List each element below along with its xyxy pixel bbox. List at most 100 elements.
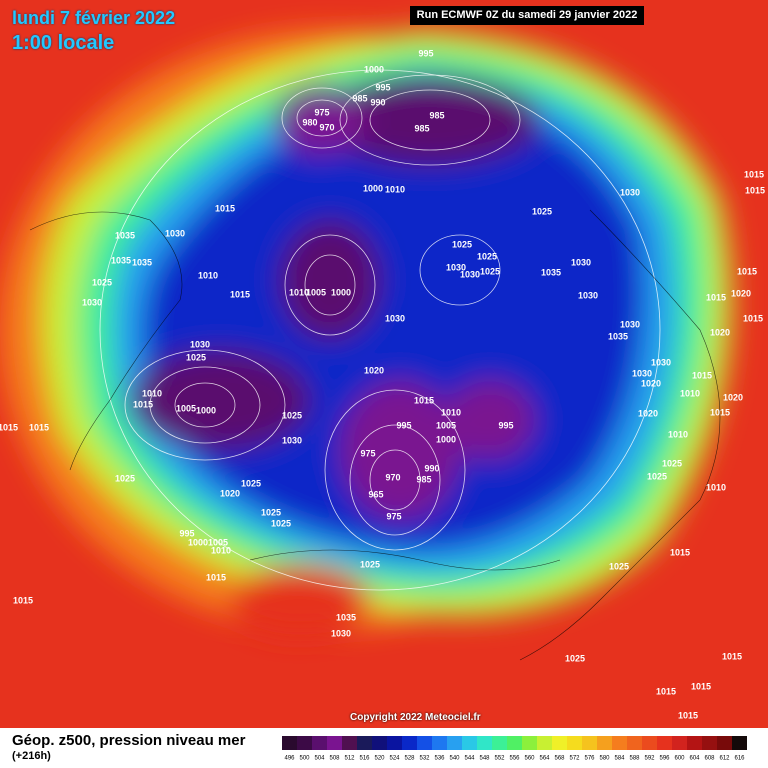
pressure-label: 1035 — [336, 612, 356, 622]
pressure-label: 1020 — [638, 408, 658, 418]
pressure-label: 1015 — [0, 422, 18, 432]
colorbar-label: 568 — [554, 756, 565, 762]
pressure-label: 995 — [418, 48, 433, 58]
colorbar-swatch — [642, 736, 657, 750]
pressure-label: 1015 — [656, 686, 676, 696]
colorbar-swatch — [567, 736, 582, 750]
pressure-label: 1010 — [706, 482, 726, 492]
colorbar-swatch — [582, 736, 597, 750]
pressure-label: 1015 — [13, 595, 33, 605]
pressure-label: 990 — [424, 463, 439, 473]
pressure-label: 1020 — [723, 392, 743, 402]
pressure-label: 1020 — [364, 365, 384, 375]
lead-time: (+216h) — [12, 750, 51, 762]
colorbar-swatch — [492, 736, 507, 750]
pressure-label: 1015 — [743, 313, 763, 323]
colorbar-swatch — [717, 736, 732, 750]
pressure-label: 1030 — [632, 368, 652, 378]
colorbar-label: 612 — [719, 756, 730, 762]
pressure-label: 1030 — [578, 290, 598, 300]
pressure-label: 1015 — [29, 422, 49, 432]
pressure-label: 1000 — [363, 183, 383, 193]
colorbar-label: 528 — [404, 756, 415, 762]
colorbar-swatch — [432, 736, 447, 750]
pressure-label: 970 — [385, 472, 400, 482]
pressure-label: 1025 — [565, 653, 585, 663]
map-title: Géop. z500, pression niveau mer — [12, 732, 246, 749]
pressure-label: 1005 — [208, 537, 228, 547]
colorbar-label: 508 — [329, 756, 340, 762]
pressure-label: 1035 — [115, 230, 135, 240]
pressure-label: 1025 — [92, 277, 112, 287]
colorbar-swatch — [342, 736, 357, 750]
pressure-label: 1015 — [133, 399, 153, 409]
colorbar-swatch — [657, 736, 672, 750]
colorbar-label: 552 — [494, 756, 505, 762]
pressure-label: 1015 — [678, 710, 698, 720]
colorbar-label: 532 — [419, 756, 430, 762]
pressure-label: 985 — [429, 110, 444, 120]
colorbar-label: 548 — [479, 756, 490, 762]
pressure-label: 1030 — [446, 262, 466, 272]
pressure-label: 1025 — [647, 471, 667, 481]
colorbar-label: 608 — [704, 756, 715, 762]
pressure-label: 1005 — [176, 403, 196, 413]
pressure-label: 1035 — [541, 267, 561, 277]
colorbar-swatch — [372, 736, 387, 750]
colorbar-label: 544 — [464, 756, 475, 762]
pressure-label: 1005 — [306, 287, 326, 297]
colorbar-swatch — [282, 736, 297, 750]
pressure-label: 995 — [179, 528, 194, 538]
colorbar-swatch — [462, 736, 477, 750]
pressure-label: 1015 — [230, 289, 250, 299]
pressure-label: 1015 — [691, 681, 711, 691]
pressure-label: 995 — [396, 420, 411, 430]
colorbar-swatch — [507, 736, 522, 750]
colorbar-label: 616 — [734, 756, 745, 762]
pressure-label: 1010 — [680, 388, 700, 398]
pressure-label: 1015 — [670, 547, 690, 557]
pressure-label: 990 — [370, 97, 385, 107]
pressure-label: 995 — [498, 420, 513, 430]
colorbar-label: 556 — [509, 756, 520, 762]
pressure-label: 1025 — [662, 458, 682, 468]
forecast-date: lundi 7 février 2022 — [12, 8, 176, 28]
pressure-label: 1000 — [196, 405, 216, 415]
pressure-label: 1030 — [651, 357, 671, 367]
pressure-label: 1025 — [532, 206, 552, 216]
pressure-label: 1030 — [620, 187, 640, 197]
colorbar-swatch — [597, 736, 612, 750]
pressure-label: 1010 — [211, 545, 231, 555]
pressure-label: 1010 — [289, 287, 309, 297]
pressure-label: 1030 — [620, 319, 640, 329]
pressure-label: 1015 — [414, 395, 434, 405]
pressure-label: 1015 — [692, 370, 712, 380]
pressure-label: 1025 — [241, 478, 261, 488]
pressure-label: 1020 — [641, 378, 661, 388]
colorbar-label: 516 — [359, 756, 370, 762]
pressure-label: 1015 — [722, 651, 742, 661]
colorbar-swatch — [417, 736, 432, 750]
forecast-time: 1:00 locale — [12, 32, 115, 54]
pressure-label: 1015 — [745, 185, 765, 195]
pressure-label: 1010 — [198, 270, 218, 280]
colorbar-label: 572 — [569, 756, 580, 762]
pressure-label: 985 — [414, 123, 429, 133]
pressure-label: 980 — [302, 117, 317, 127]
colorbar-label: 600 — [674, 756, 685, 762]
pressure-label: 1035 — [132, 257, 152, 267]
pressure-label: 1025 — [115, 473, 135, 483]
pressure-label: 1035 — [111, 255, 131, 265]
pressure-label: 1010 — [142, 388, 162, 398]
pressure-label: 995 — [375, 82, 390, 92]
colorbar-swatch — [672, 736, 687, 750]
pressure-label: 970 — [319, 122, 334, 132]
colorbar-swatch — [477, 736, 492, 750]
colorbar-swatch — [297, 736, 312, 750]
colorbar-label: 604 — [689, 756, 700, 762]
pressure-label: 1005 — [436, 420, 456, 430]
colorbar-swatch — [612, 736, 627, 750]
pressure-label: 1030 — [460, 269, 480, 279]
